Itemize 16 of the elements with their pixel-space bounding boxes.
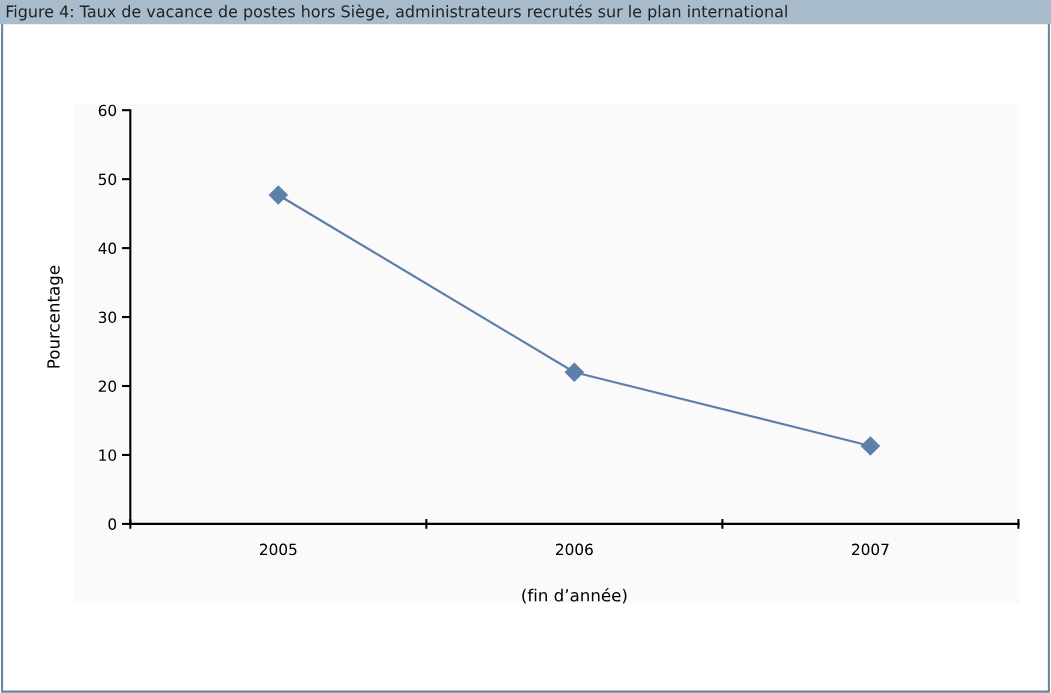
y-tick-label: 20 <box>98 380 117 393</box>
y-tick-label: 30 <box>98 311 117 324</box>
y-tick-label: 50 <box>98 173 117 186</box>
x-axis-title: (fin d’année) <box>522 588 627 604</box>
chart-title: Figure 4: Taux de vacance de postes hors Siège, administrateurs recrutés sur le plan international <box>6 4 787 21</box>
y-tick-label: 10 <box>99 449 117 461</box>
x-tick-label: 2006 <box>556 543 593 556</box>
y-axis-title: Pourcentage <box>47 265 63 368</box>
y-tick-label: 40 <box>98 242 117 255</box>
x-tick-label: 2007 <box>852 543 889 556</box>
y-tick-label: 60 <box>98 104 117 117</box>
point <box>268 185 288 205</box>
point <box>860 436 880 456</box>
point <box>564 362 584 382</box>
x-tick-label: 2005 <box>260 543 297 556</box>
y-tick-label: 0 <box>108 518 117 530</box>
